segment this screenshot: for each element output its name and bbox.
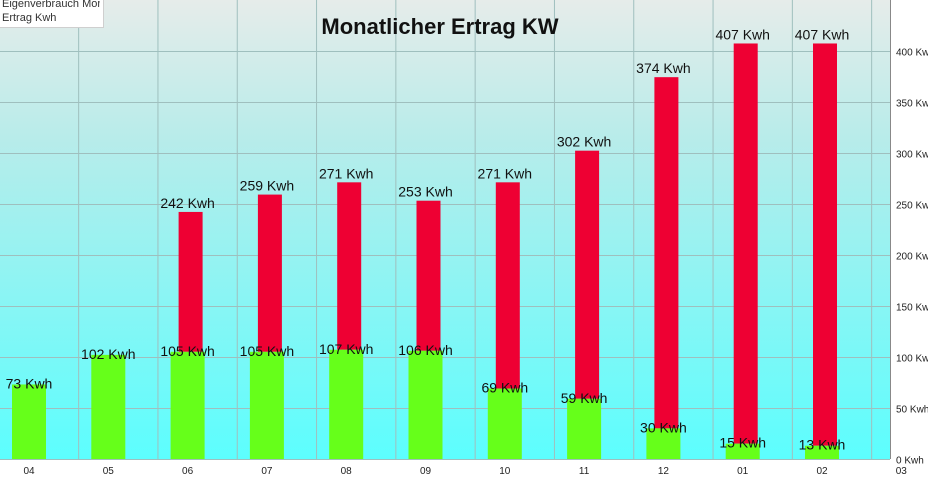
data-label-eigenverbrauch: 69 Kwh [481, 380, 528, 396]
data-label-ertrag: 407 Kwh [795, 26, 849, 42]
y-tick-label: 350 Kwh [896, 99, 928, 110]
x-tick-label: 10 [499, 466, 511, 477]
bar-ertrag [495, 182, 520, 389]
bar-ertrag [575, 150, 600, 399]
bar-eigenverbrauch [805, 445, 839, 459]
data-label-eigenverbrauch: 13 Kwh [799, 437, 846, 453]
x-tick-label: 05 [103, 466, 115, 477]
bar-eigenverbrauch [329, 349, 364, 459]
y-tick-label: 100 Kwh [896, 354, 928, 365]
bar-ertrag [337, 182, 362, 350]
data-label-eigenverbrauch: 15 Kwh [719, 435, 766, 451]
bar-eigenverbrauch [12, 384, 46, 459]
y-tick-label: 400 Kwh [896, 48, 928, 59]
bar-ertrag [178, 211, 203, 352]
x-tick-label: 12 [658, 466, 670, 477]
data-label-ertrag: 259 Kwh [240, 178, 294, 194]
data-label-ertrag: 242 Kwh [160, 195, 214, 211]
y-tick-label: 50 Kwh [896, 405, 928, 416]
x-tick-label: 08 [341, 466, 353, 477]
data-label-eigenverbrauch: 59 Kwh [561, 390, 608, 406]
data-label-eigenverbrauch: 30 Kwh [640, 419, 687, 435]
data-label-eigenverbrauch: 105 Kwh [240, 343, 294, 359]
chart-title: Monatlicher Ertrag KW [321, 14, 558, 39]
axes: 0 Kwh 50 Kwh 100 Kwh 150 Kwh 200 Kwh 250 Kwh 3… [23, 0, 928, 477]
y-tick-label: 250 Kwh [896, 201, 928, 212]
bar-eigenverbrauch [408, 350, 443, 459]
data-label-ertrag: 407 Kwh [715, 26, 769, 42]
x-tick-label: 06 [182, 466, 194, 477]
x-tick-label: 04 [23, 466, 35, 477]
x-tick-label: 11 [579, 466, 590, 477]
legend-item-ertrag: Ertrag Kwh [2, 12, 57, 24]
x-tick-label: 01 [737, 466, 749, 477]
x-tick-label: 03 [896, 466, 908, 477]
bar-ertrag [813, 43, 837, 446]
bar-eigenverbrauch [249, 351, 284, 459]
data-label-eigenverbrauch: 105 Kwh [160, 343, 214, 359]
data-label-eigenverbrauch: 73 Kwh [6, 375, 53, 391]
y-tick-label: 0 Kwh [896, 456, 924, 467]
data-label-ertrag: 271 Kwh [319, 165, 373, 181]
y-tick-label: 200 Kwh [896, 252, 928, 263]
x-tick-label: 02 [816, 466, 828, 477]
x-tick-label: 09 [420, 466, 432, 477]
bar-ertrag [654, 77, 679, 429]
bar-eigenverbrauch [170, 351, 205, 459]
y-tick-label: 300 Kwh [896, 150, 928, 161]
data-label-ertrag: 374 Kwh [636, 60, 690, 76]
x-tick-label: 07 [261, 466, 273, 477]
legend-item-eigenverbrauch: Eigenverbrauch Monat [2, 0, 100, 10]
bar-ertrag [257, 194, 282, 352]
data-labels: 73 Kwh 102 Kwh 242 Kwh 105 Kwh 259 Kwh 105 Kw… [6, 26, 850, 452]
y-tick-label: 150 Kwh [896, 303, 928, 314]
bar-eigenverbrauch [487, 388, 522, 459]
data-label-ertrag: 253 Kwh [398, 184, 452, 200]
bar-eigenverbrauch [646, 428, 681, 459]
legend: Eigenverbrauch Monat Ertrag Kwh [0, 0, 104, 28]
data-label-ertrag: 302 Kwh [557, 134, 611, 150]
bar-ertrag [733, 43, 758, 444]
bar-eigenverbrauch [91, 354, 126, 459]
data-label-ertrag: 271 Kwh [478, 165, 532, 181]
data-label-eigenverbrauch: 107 Kwh [319, 341, 373, 357]
bar-eigenverbrauch [725, 443, 760, 459]
data-label-eigenverbrauch: 102 Kwh [81, 346, 135, 362]
bar-eigenverbrauch [567, 398, 602, 459]
data-label-eigenverbrauch: 106 Kwh [398, 342, 452, 358]
bar-ertrag [416, 200, 441, 351]
bars [12, 43, 839, 459]
